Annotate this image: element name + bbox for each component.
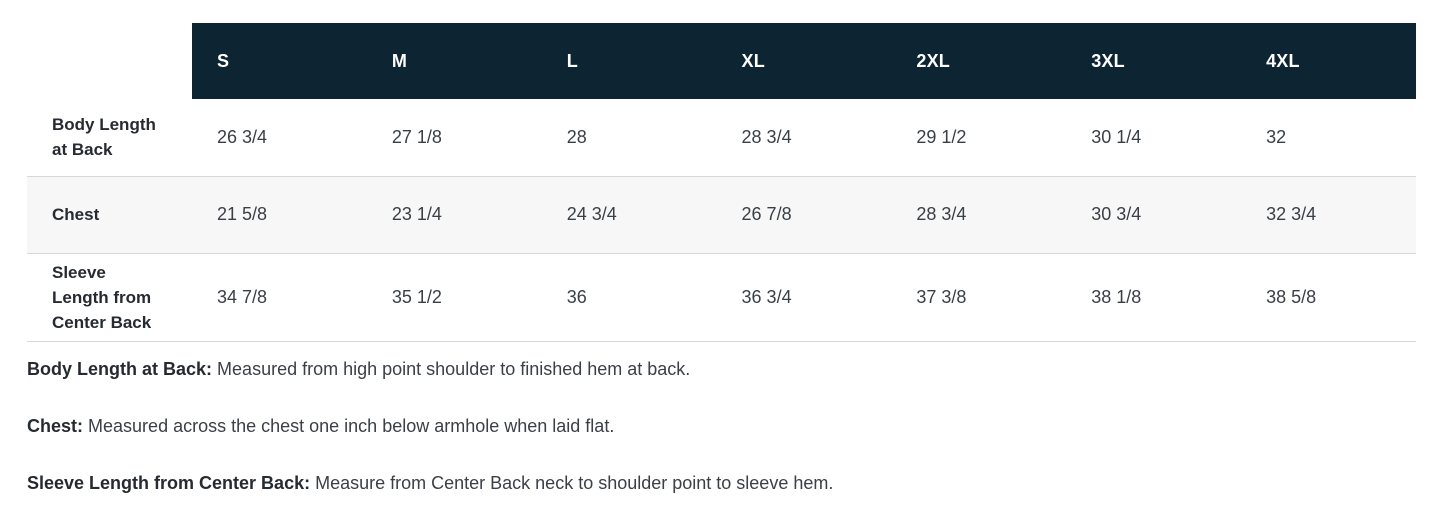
size-chart: S M L XL 2XL 3XL 4XL Body Length at Back… [27,23,1416,494]
note-term: Sleeve Length from Center Back: [27,472,311,493]
table-row-body-length: Body Length at Back 26 3/4 27 1/8 28 28 … [27,99,1416,176]
size-value-cell: 37 3/8 [916,286,967,307]
size-column-header-s: S [192,23,367,99]
size-value-cell: 32 [1266,126,1287,147]
size-value-cell: 28 [566,126,587,147]
size-column-header-xl: XL [716,23,892,99]
size-value-cell: 27 1/8 [391,126,442,147]
size-value-cell: 36 [566,286,587,307]
size-value-cell: 38 5/8 [1266,286,1317,307]
size-value-cell: 34 7/8 [217,286,268,307]
size-value-cell: 38 1/8 [1091,286,1142,307]
size-value-cell: 28 3/4 [916,204,967,224]
size-value-cell: 30 3/4 [1091,204,1142,224]
measurement-note-chest: Chest: Measured across the chest one inc… [27,416,1416,437]
size-chart-table: S M L XL 2XL 3XL 4XL Body Length at Back… [27,23,1416,342]
row-label: Chest [52,205,100,224]
row-label: Body Length at Back [52,115,156,160]
size-column-header-3xl: 3XL [1066,23,1242,99]
size-value-cell: 21 5/8 [217,204,268,224]
size-value-cell: 28 3/4 [741,126,792,147]
measurement-note-sleeve-length: Sleeve Length from Center Back: Measure … [27,473,1416,494]
size-value-cell: 30 1/4 [1091,126,1142,147]
size-value-cell: 26 7/8 [741,204,792,224]
table-row-chest: Chest 21 5/8 23 1/4 24 3/4 26 7/8 28 3/4… [27,176,1416,253]
size-value-cell: 23 1/4 [391,204,442,224]
size-header-row: S M L XL 2XL 3XL 4XL [27,23,1416,99]
size-column-header-l: L [541,23,717,99]
table-row-sleeve-length: Sleeve Length from Center Back 34 7/8 35… [27,253,1416,341]
size-value-cell: 36 3/4 [741,286,792,307]
note-term: Chest: [27,415,84,436]
row-label: Sleeve Length from Center Back [52,262,152,332]
note-description: Measured from high point shoulder to fin… [217,358,691,379]
measurement-note-body-length: Body Length at Back: Measured from high … [27,359,1416,380]
size-column-header-2xl: 2XL [891,23,1067,99]
corner-cell [27,23,192,99]
size-column-header-4xl: 4XL [1241,23,1416,99]
size-value-cell: 29 1/2 [916,126,967,147]
size-value-cell: 26 3/4 [217,126,268,147]
size-value-cell: 35 1/2 [391,286,442,307]
size-value-cell: 32 3/4 [1266,204,1317,224]
note-term: Body Length at Back: [27,358,213,379]
note-description: Measured across the chest one inch below… [88,415,615,436]
size-value-cell: 24 3/4 [566,204,617,224]
measurement-notes: Body Length at Back: Measured from high … [27,359,1416,494]
note-description: Measure from Center Back neck to shoulde… [315,472,834,493]
size-column-header-m: M [366,23,542,99]
